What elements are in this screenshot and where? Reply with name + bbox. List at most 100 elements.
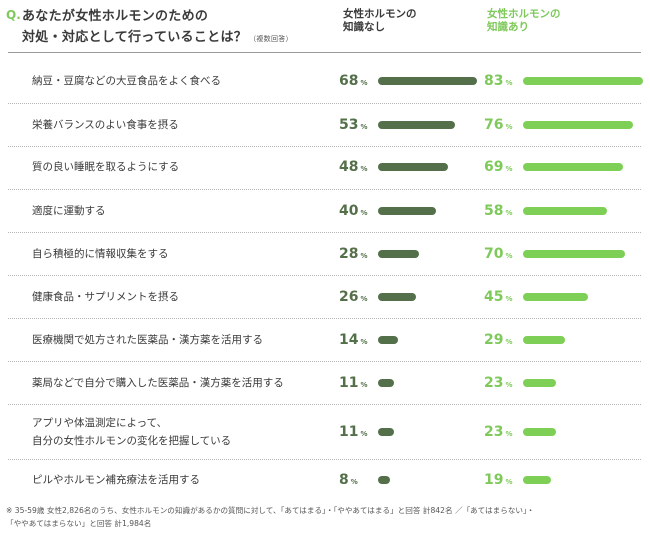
category-label: ピルやホルモン補充療法を活用する <box>32 471 200 489</box>
data-unit: % <box>505 338 513 346</box>
bar <box>523 293 589 301</box>
bar <box>378 121 455 129</box>
row-divider <box>8 189 641 190</box>
data-label: 83% <box>484 73 513 91</box>
category-label: 薬局などで自分で購入した医薬品・漢方薬を活用する <box>32 374 284 392</box>
data-unit: % <box>505 209 513 217</box>
bar <box>523 476 551 484</box>
bar <box>523 121 634 129</box>
data-value: 76 <box>484 117 504 133</box>
bar <box>523 207 608 215</box>
category-label-line: ピルやホルモン補充療法を活用する <box>32 474 200 486</box>
data-label: 40% <box>339 203 368 221</box>
footnote-line1: ※ 35-59歳 女性2,826名のうち、女性ホルモンの知識があるかの質問に対し… <box>6 506 535 515</box>
data-label: 29% <box>484 332 513 350</box>
data-label: 58% <box>484 203 513 221</box>
row-divider <box>8 404 641 405</box>
data-unit: % <box>505 295 513 303</box>
category-label-line: 栄養バランスのよい食事を摂る <box>32 119 179 131</box>
category-label-line: 質の良い睡眠を取るようにする <box>32 161 180 173</box>
data-value: 19 <box>484 472 504 488</box>
row-divider <box>8 459 641 460</box>
column-header-without-line1: 女性ホルモンの <box>343 8 417 20</box>
data-value: 69 <box>484 159 504 175</box>
bar <box>378 250 419 258</box>
data-value: 58 <box>484 203 504 219</box>
bar <box>378 428 394 436</box>
data-label: 70% <box>484 246 513 264</box>
data-unit: % <box>505 252 513 260</box>
column-header-with-line1: 女性ホルモンの <box>487 8 561 20</box>
data-unit: % <box>360 165 368 173</box>
data-label: 45% <box>484 289 513 307</box>
data-unit: % <box>350 478 358 486</box>
data-unit: % <box>360 295 368 303</box>
category-label: 適度に運動する <box>32 202 106 220</box>
data-value: 83 <box>484 73 504 89</box>
question-title-line1: あなたが女性ホルモンのための <box>22 9 209 24</box>
category-label-line: 医療機関で処方された医薬品・漢方薬を活用する <box>32 334 263 346</box>
data-unit: % <box>360 381 368 389</box>
category-label-line: 健康食品・サプリメントを摂る <box>32 291 179 303</box>
data-unit: % <box>505 478 513 486</box>
category-label-line: 適度に運動する <box>32 205 106 217</box>
data-value: 29 <box>484 332 504 348</box>
data-label: 26% <box>339 289 368 307</box>
data-value: 68 <box>339 73 359 89</box>
data-value: 26 <box>339 289 359 305</box>
data-label: 14% <box>339 332 368 350</box>
data-unit: % <box>505 430 513 438</box>
data-label: 8% <box>339 472 358 490</box>
row-divider <box>8 275 641 276</box>
data-value: 48 <box>339 159 359 175</box>
data-unit: % <box>360 430 368 438</box>
data-label: 69% <box>484 159 513 177</box>
row-divider <box>8 318 641 319</box>
bar <box>523 336 566 344</box>
category-label: アプリや体温測定によって、 自分の女性ホルモンの変化を把握している <box>32 414 231 450</box>
category-label-line: 薬局などで自分で購入した医薬品・漢方薬を活用する <box>32 377 284 389</box>
data-unit: % <box>360 79 368 87</box>
data-label: 19% <box>484 472 513 490</box>
category-label: 自ら積極的に情報収集をする <box>32 245 169 263</box>
category-label-line: 自ら積極的に情報収集をする <box>32 248 169 260</box>
data-label: 48% <box>339 159 368 177</box>
data-value: 70 <box>484 246 504 262</box>
data-value: 23 <box>484 424 504 440</box>
data-unit: % <box>360 123 368 131</box>
data-value: 11 <box>339 424 359 440</box>
bar <box>378 476 390 484</box>
category-label: 健康食品・サプリメントを摂る <box>32 288 179 306</box>
category-label-line: 自分の女性ホルモンの変化を把握している <box>32 435 232 447</box>
data-label: 68% <box>339 73 368 91</box>
column-header-with-knowledge: 女性ホルモンの 知識あり <box>487 8 561 34</box>
question-title: あなたが女性ホルモンのための 対処・対応として行っていることは？ （複数回答） <box>22 6 293 50</box>
data-unit: % <box>505 381 513 389</box>
data-unit: % <box>505 79 513 87</box>
data-value: 11 <box>339 375 359 391</box>
data-unit: % <box>360 252 368 260</box>
data-value: 28 <box>339 246 359 262</box>
column-header-with-line2: 知識あり <box>487 21 529 33</box>
row-divider <box>8 361 641 362</box>
data-label: 76% <box>484 117 513 135</box>
data-label: 23% <box>484 424 513 442</box>
data-unit: % <box>505 165 513 173</box>
bar <box>523 428 557 436</box>
data-value: 40 <box>339 203 359 219</box>
data-label: 53% <box>339 117 368 135</box>
data-label: 11% <box>339 424 368 442</box>
data-label: 28% <box>339 246 368 264</box>
question-note: （複数回答） <box>249 35 293 43</box>
question-marker: Q. <box>6 8 21 22</box>
bar <box>523 250 625 258</box>
row-divider <box>8 146 641 147</box>
data-value: 14 <box>339 332 359 348</box>
header-rule <box>8 52 641 53</box>
row-divider <box>8 103 641 104</box>
bar <box>378 336 399 344</box>
bar <box>523 163 624 171</box>
data-unit: % <box>360 209 368 217</box>
data-unit: % <box>360 338 368 346</box>
category-label: 栄養バランスのよい食事を摂る <box>32 116 179 134</box>
